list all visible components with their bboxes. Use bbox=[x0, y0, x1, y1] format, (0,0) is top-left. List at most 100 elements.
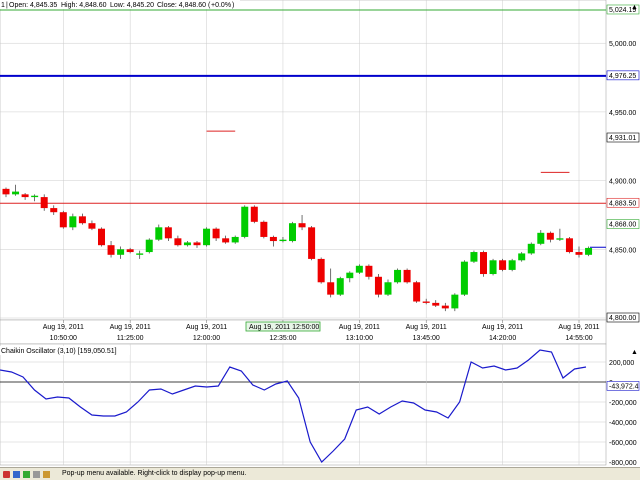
oscillator-tick-label: -800,000 bbox=[609, 460, 637, 467]
candle-up bbox=[518, 253, 526, 261]
candle-down bbox=[298, 223, 306, 228]
candle-up bbox=[289, 223, 296, 242]
price-tick-label: 4,900.00 bbox=[609, 179, 636, 186]
oscillator-tick-label: -600,000 bbox=[609, 440, 637, 447]
price-panel-collapse-icon[interactable]: ▲ bbox=[631, 4, 638, 11]
ohlc-low: Low: 4,845.20 bbox=[110, 2, 154, 9]
oscillator-axis: 200,0000-200,000-400,000-600,000-800,000… bbox=[606, 360, 640, 467]
price-levels bbox=[0, 9, 606, 248]
settings-icon[interactable] bbox=[33, 471, 40, 478]
price-panel[interactable] bbox=[0, 0, 607, 321]
ohlc-close: Close: 4,848.60 bbox=[157, 2, 206, 9]
time-tick-date: Aug 19, 2011 bbox=[558, 324, 599, 331]
oscillator-series bbox=[0, 349, 587, 463]
candle-down bbox=[21, 194, 29, 198]
candle-up bbox=[183, 242, 191, 246]
chaikin-oscillator-line bbox=[0, 349, 587, 463]
candle-down bbox=[107, 245, 115, 255]
candle-down bbox=[78, 216, 86, 224]
time-tick-time: 12:35:00 bbox=[269, 335, 296, 342]
price-value-label: 4,976.25 bbox=[609, 73, 636, 80]
candle-down bbox=[575, 252, 583, 255]
candle-down bbox=[499, 260, 507, 270]
time-tick-time: 11:25:00 bbox=[117, 335, 144, 342]
candle-up bbox=[336, 278, 344, 295]
candle-down bbox=[59, 212, 67, 228]
time-tick-date: Aug 19, 2011 bbox=[339, 324, 380, 331]
candle-up bbox=[12, 191, 20, 195]
candle-up bbox=[31, 195, 39, 198]
candle-up bbox=[69, 216, 77, 228]
candle-down bbox=[260, 221, 268, 237]
price-value-label-box bbox=[606, 219, 640, 229]
candle-down bbox=[432, 302, 440, 306]
candle-up bbox=[394, 269, 402, 283]
oscillator-panel-collapse-icon[interactable]: ▲ bbox=[631, 349, 638, 356]
candle-up bbox=[117, 249, 125, 255]
candle-up bbox=[346, 272, 354, 279]
candle-up bbox=[355, 265, 363, 273]
price-value-label-box bbox=[606, 70, 640, 81]
candle-down bbox=[40, 197, 48, 209]
ohlc-header-prefix: 1 bbox=[1, 2, 5, 9]
price-tick-label: 5,000.00 bbox=[609, 41, 636, 48]
candle-up bbox=[241, 206, 249, 237]
candle-up bbox=[231, 236, 239, 243]
time-tick-date: Aug 19, 2011 bbox=[482, 324, 523, 331]
oscillator-value-label-box bbox=[606, 381, 640, 391]
oscillator-tick-label: -200,000 bbox=[609, 400, 637, 407]
oscillator-tick-label: -400,000 bbox=[609, 420, 637, 427]
candle-up bbox=[585, 247, 593, 255]
candle-down bbox=[164, 227, 172, 239]
grid-icon[interactable] bbox=[13, 471, 20, 478]
candle-down bbox=[365, 265, 373, 277]
candle-up bbox=[279, 239, 287, 242]
candle-down bbox=[250, 206, 258, 222]
candle-up bbox=[155, 227, 163, 240]
candle-up bbox=[527, 243, 535, 254]
candle-down bbox=[193, 242, 201, 246]
price-tick-label: 4,850.00 bbox=[609, 247, 636, 254]
candle-up bbox=[460, 261, 468, 295]
candle-down bbox=[327, 282, 335, 295]
candle-up bbox=[537, 232, 545, 244]
price-axis: 5,000.00 4,950.00 4,900.00 4,850.00 4,800.00… bbox=[606, 4, 640, 323]
ohlc-header: 1 | Open: 4,845.35 High: 4,848.60 Low: 4… bbox=[0, 0, 240, 9]
info-icon[interactable] bbox=[43, 471, 50, 478]
time-tick-date: Aug 19, 2011 bbox=[43, 324, 84, 331]
candle-up bbox=[145, 239, 153, 253]
time-tick-date: Aug 19, 2011 bbox=[406, 324, 447, 331]
chart-icon[interactable] bbox=[23, 471, 30, 478]
candle-down bbox=[126, 249, 134, 253]
candle-down bbox=[222, 238, 230, 243]
candle-down bbox=[174, 238, 182, 246]
candle-down bbox=[413, 282, 421, 302]
candle-down bbox=[403, 269, 411, 283]
oscillator-grid bbox=[0, 344, 606, 465]
candle-down bbox=[50, 208, 58, 213]
candle-up bbox=[489, 260, 497, 275]
candle-down bbox=[212, 228, 220, 239]
candle-down bbox=[565, 238, 573, 253]
time-tick-time: 14:55:00 bbox=[565, 335, 592, 342]
candle-down bbox=[308, 227, 316, 259]
svg-text:(: ( bbox=[208, 2, 211, 9]
candle-up bbox=[508, 260, 516, 270]
oscillator-value-label: -43,972.4 bbox=[609, 383, 639, 390]
status-bar: Pop-up menu available. Right-click to di… bbox=[0, 467, 640, 480]
candle-down bbox=[374, 276, 382, 295]
time-tick-date: Aug 19, 2011 bbox=[110, 324, 151, 331]
time-tick-time: 10:50:00 bbox=[50, 335, 77, 342]
candle-up bbox=[136, 253, 144, 255]
svg-text:): ) bbox=[232, 2, 234, 9]
candle-up bbox=[203, 228, 211, 246]
chart-canvas[interactable]: 5,000.00 4,950.00 4,900.00 4,850.00 4,800.00… bbox=[0, 0, 640, 467]
crosshair-time-text: Aug 19, 2011 12:50:00 bbox=[249, 324, 319, 331]
oscillator-title: Chaikin Oscillator (3,10) [159,050.51] bbox=[1, 348, 117, 355]
oscillator-panel[interactable] bbox=[0, 343, 607, 466]
record-icon[interactable] bbox=[3, 471, 10, 478]
svg-text:|: | bbox=[6, 2, 8, 9]
candle-down bbox=[422, 301, 430, 303]
candle-down bbox=[88, 223, 96, 229]
time-tick-time: 13:45:00 bbox=[413, 335, 440, 342]
